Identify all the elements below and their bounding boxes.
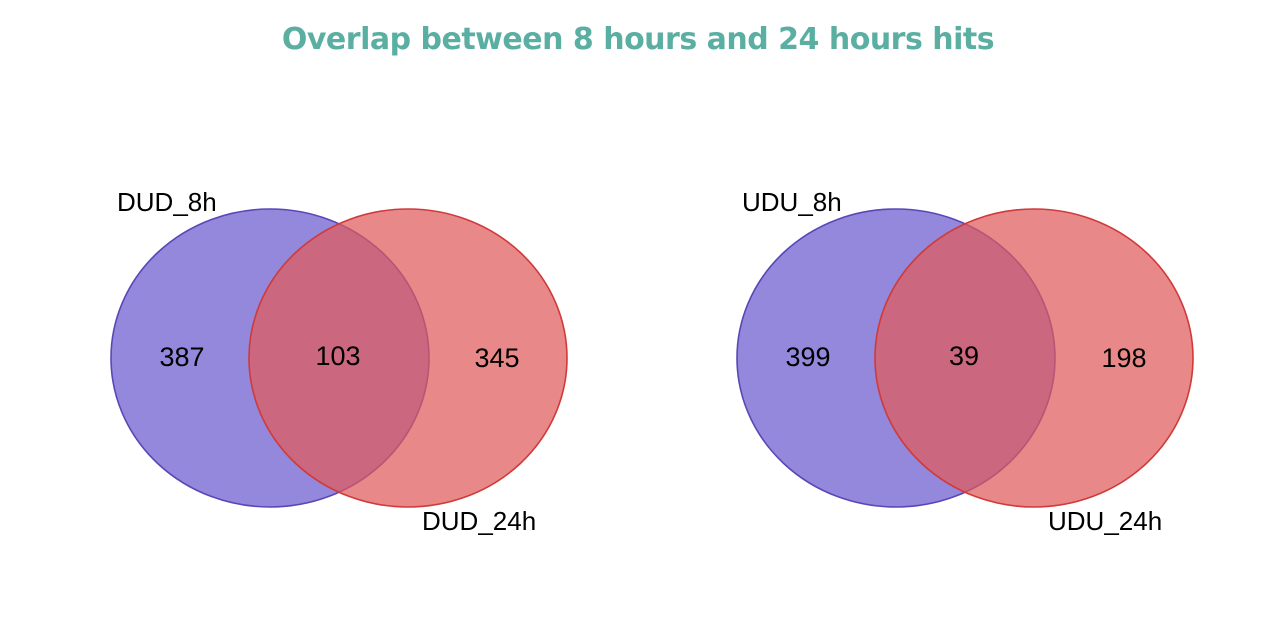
venn-set-a-label: UDU_8h bbox=[742, 187, 842, 217]
venn-only-b-count: 345 bbox=[474, 343, 519, 373]
venn-set-a-label: DUD_8h bbox=[117, 187, 217, 217]
venn-set-b-circle bbox=[248, 208, 568, 508]
venn-only-a-count: 399 bbox=[785, 342, 830, 372]
venn-set-b-circle bbox=[874, 208, 1194, 508]
venn-set-b-label: DUD_24h bbox=[422, 506, 536, 536]
page-title: Overlap between 8 hours and 24 hours hit… bbox=[281, 22, 995, 57]
venn-only-a-count: 387 bbox=[159, 342, 204, 372]
venn-diagram-1: DUD_8h DUD_24h 387 103 345 bbox=[110, 187, 568, 536]
venn-overlap-count: 103 bbox=[315, 341, 360, 371]
venn-diagram-2: UDU_8h UDU_24h 399 39 198 bbox=[736, 187, 1194, 536]
venn-overlap-count: 39 bbox=[949, 341, 979, 371]
venn-only-b-count: 198 bbox=[1101, 343, 1146, 373]
venn-set-b-label: UDU_24h bbox=[1048, 506, 1162, 536]
